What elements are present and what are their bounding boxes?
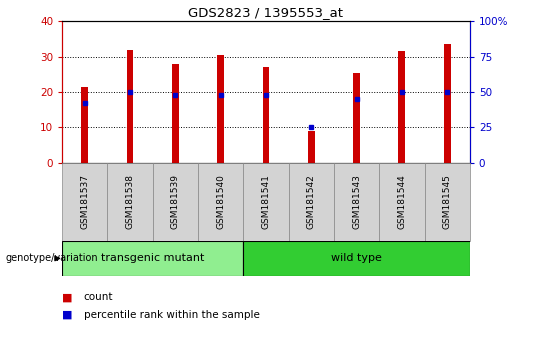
FancyBboxPatch shape: [153, 163, 198, 241]
Text: GSM181540: GSM181540: [216, 174, 225, 229]
Text: GSM181544: GSM181544: [397, 175, 406, 229]
Text: ■: ■: [62, 310, 72, 320]
FancyBboxPatch shape: [62, 163, 107, 241]
Text: percentile rank within the sample: percentile rank within the sample: [84, 310, 260, 320]
Bar: [217, 55, 224, 163]
FancyBboxPatch shape: [379, 163, 424, 241]
Text: GSM181542: GSM181542: [307, 175, 316, 229]
Text: transgenic mutant: transgenic mutant: [101, 253, 204, 263]
Text: GSM181539: GSM181539: [171, 174, 180, 229]
FancyBboxPatch shape: [288, 163, 334, 241]
Title: GDS2823 / 1395553_at: GDS2823 / 1395553_at: [188, 6, 343, 19]
Text: wild type: wild type: [331, 253, 382, 263]
Text: ■: ■: [62, 292, 72, 302]
Text: count: count: [84, 292, 113, 302]
FancyBboxPatch shape: [62, 241, 244, 276]
Bar: [127, 50, 133, 163]
Text: GSM181537: GSM181537: [80, 174, 89, 229]
FancyBboxPatch shape: [198, 163, 244, 241]
FancyBboxPatch shape: [107, 163, 153, 241]
Bar: [444, 44, 450, 163]
Bar: [172, 64, 179, 163]
Text: GSM181543: GSM181543: [352, 174, 361, 229]
FancyBboxPatch shape: [244, 241, 470, 276]
Bar: [353, 73, 360, 163]
Bar: [262, 67, 269, 163]
Bar: [82, 87, 88, 163]
Text: GSM181545: GSM181545: [443, 174, 451, 229]
Bar: [308, 131, 315, 163]
FancyBboxPatch shape: [244, 163, 288, 241]
Text: GSM181541: GSM181541: [261, 174, 271, 229]
FancyBboxPatch shape: [424, 163, 470, 241]
Bar: [399, 51, 405, 163]
FancyBboxPatch shape: [334, 163, 379, 241]
Text: genotype/variation: genotype/variation: [5, 253, 98, 263]
Text: GSM181538: GSM181538: [126, 174, 134, 229]
